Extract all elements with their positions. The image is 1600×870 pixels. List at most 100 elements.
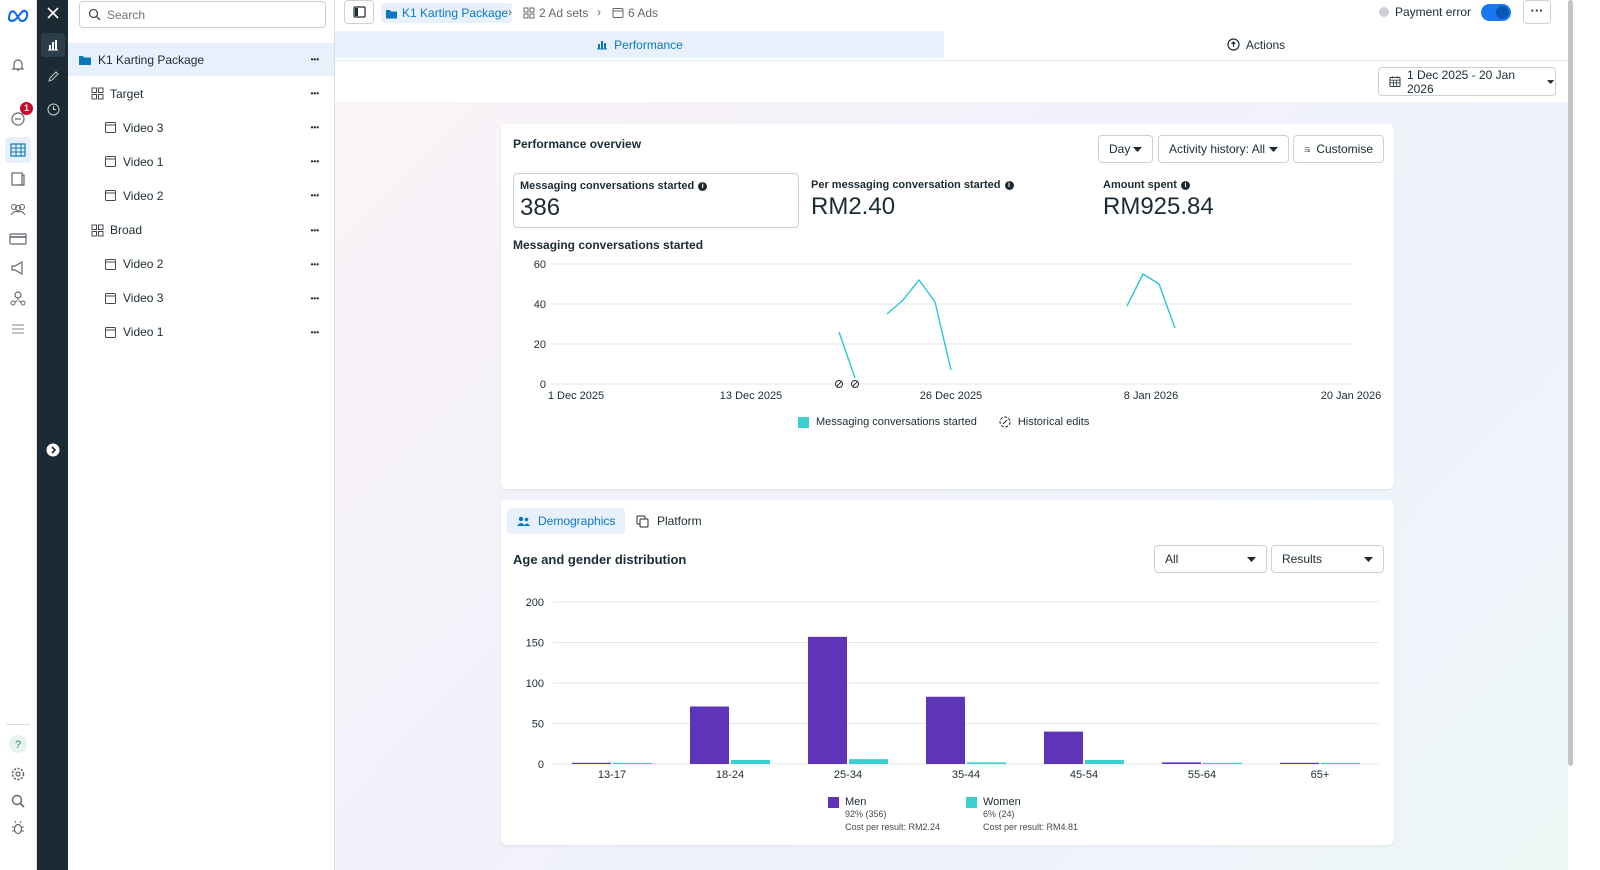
more-options-icon[interactable]: ••• [310, 157, 319, 167]
tree-item-ad[interactable]: Video 2 ••• [68, 179, 334, 212]
historical-edit-marker [851, 380, 859, 388]
x-tick-label: 13-17 [598, 769, 626, 781]
legend-historical-edits[interactable]: Historical edits [999, 416, 1089, 428]
legend-men[interactable]: Men 92% (356) Cost per result: RM2.24 [828, 796, 940, 834]
card-title: Performance overview [513, 137, 642, 151]
date-range-picker[interactable]: 1 Dec 2025 - 20 Jan 2026 [1378, 67, 1556, 96]
tree-item-campaign[interactable]: K1 Karting Package ••• [68, 43, 334, 76]
bar-men [690, 706, 729, 764]
more-options-icon[interactable]: ••• [310, 55, 319, 64]
more-options-button[interactable]: ··· [1523, 0, 1551, 24]
breadcrumb-campaign[interactable]: K1 Karting Package [381, 3, 513, 23]
tab-platform[interactable]: Platform [626, 508, 712, 534]
metric-card-amount-spent[interactable]: Amount spent i RM925.84 [1097, 173, 1383, 228]
more-options-icon[interactable]: ••• [310, 293, 319, 303]
y-tick-label: 150 [526, 638, 544, 650]
tab-demographics[interactable]: Demographics [507, 508, 626, 534]
metric-dropdown-value: Results [1282, 552, 1323, 566]
sidebar-toggle-icon [352, 6, 366, 18]
bar-women [1085, 759, 1124, 764]
breadcrumb-adsets[interactable]: 2 Ad sets [523, 3, 588, 23]
pages-icon[interactable] [5, 166, 31, 192]
more-options-icon[interactable]: ••• [310, 225, 319, 235]
scrollbar-thumb[interactable] [1568, 0, 1573, 766]
activity-history-dropdown[interactable]: Activity history: All [1158, 135, 1289, 163]
report-bug-icon[interactable] [5, 815, 31, 841]
view-tabs: Performance Actions [335, 28, 1568, 61]
tree-item-ad[interactable]: Video 2 ••• [68, 248, 334, 281]
info-icon[interactable]: i [698, 181, 708, 191]
tree-item-adset[interactable]: Broad ••• [68, 214, 334, 247]
legend-women[interactable]: Women 6% (24) Cost per result: RM4.81 [966, 796, 1078, 834]
breadcrumb-ads[interactable]: 6 Ads [612, 3, 658, 23]
y-tick-label: 50 [532, 719, 544, 731]
actions-icon [1227, 38, 1240, 51]
campaign-on-off-toggle[interactable] [1481, 4, 1511, 21]
date-range-label: 1 Dec 2025 - 20 Jan 2026 [1406, 67, 1516, 96]
expand-panel-icon[interactable] [41, 438, 65, 462]
bar-women [731, 759, 770, 764]
metric-card-conversations[interactable]: Messaging conversations started i 386 [513, 173, 799, 228]
info-icon[interactable]: i [1180, 180, 1190, 190]
tab-actions[interactable]: Actions [944, 31, 1568, 58]
demographic-filter-dropdown[interactable]: All [1154, 545, 1267, 573]
tree-item-label: K1 Karting Package [98, 52, 205, 67]
tree-item-ad[interactable]: Video 1 ••• [68, 145, 334, 178]
x-tick-label: 65+ [1311, 769, 1330, 781]
bar-chart: 0 50 100 150 200 13-17 18-24 25-34 35-44 45-54 55-… [526, 597, 1379, 781]
page-scrollbar[interactable] [1568, 0, 1600, 870]
customise-button[interactable]: Customise [1293, 135, 1384, 163]
granularity-dropdown[interactable]: Day [1098, 135, 1153, 163]
panel-toggle-button[interactable] [344, 0, 374, 24]
breadcrumb-adsets-label: 2 Ad sets [539, 6, 589, 20]
edit-icon[interactable] [41, 65, 65, 89]
meta-logo-icon[interactable] [5, 2, 31, 28]
ad-icon [103, 155, 117, 169]
metric-dropdown[interactable]: Results [1271, 545, 1384, 573]
demographic-filter-value: All [1165, 552, 1179, 566]
more-options-icon[interactable]: ••• [310, 327, 319, 337]
status-dot [1379, 7, 1389, 17]
notifications-icon[interactable] [5, 52, 31, 78]
help-icon[interactable]: ? [5, 731, 31, 757]
bar-women [1203, 762, 1242, 764]
tree-item-ad[interactable]: Video 3 ••• [68, 282, 334, 315]
y-tick-label: 20 [534, 339, 546, 351]
main-header: 1 Dec 2025 - 20 Jan 2026 [335, 62, 1568, 102]
metric-value: RM925.84 [1103, 193, 1214, 220]
y-tick-label: 100 [526, 678, 544, 690]
bar-men [1280, 762, 1319, 764]
legend-swatch [828, 797, 839, 808]
search-icon[interactable] [5, 788, 31, 814]
audiences-icon[interactable] [5, 196, 31, 222]
search-input[interactable] [107, 7, 307, 22]
ads-manager-icon[interactable] [5, 137, 31, 163]
history-icon[interactable] [41, 97, 65, 121]
metric-card-cost-per-conversation[interactable]: Per messaging conversation started i RM2.… [805, 173, 1091, 228]
tree-item-label: Target [110, 86, 144, 101]
business-settings-icon[interactable] [5, 285, 31, 311]
tree-item-ad[interactable]: Video 3 ••• [68, 111, 334, 144]
bar-women [967, 762, 1006, 764]
tab-performance[interactable]: Performance [335, 31, 944, 58]
more-options-icon[interactable]: ••• [310, 123, 319, 133]
metric-label: Per messaging conversation started [811, 179, 1001, 191]
more-options-icon[interactable]: ••• [310, 259, 319, 269]
performance-chart-icon[interactable] [41, 33, 65, 57]
tab-platform-label: Platform [657, 514, 702, 528]
menu-icon[interactable] [5, 316, 31, 342]
tree-item-ad[interactable]: Video 1 ••• [68, 316, 334, 349]
adset-grid-icon [523, 7, 535, 19]
legend-conversations[interactable]: Messaging conversations started [798, 416, 977, 428]
billing-icon[interactable] [5, 226, 31, 252]
search-box[interactable] [79, 1, 326, 28]
more-options-icon[interactable]: ••• [310, 191, 319, 201]
messages-icon[interactable]: 1 [5, 102, 33, 132]
tree-item-adset[interactable]: Target ••• [68, 77, 334, 110]
demographics-card: Demographics Platform Age and gender dis… [501, 500, 1394, 845]
info-icon[interactable]: i [1004, 180, 1014, 190]
campaigns-icon[interactable] [5, 255, 31, 281]
close-icon[interactable] [41, 1, 65, 25]
settings-icon[interactable] [5, 761, 31, 787]
more-options-icon[interactable]: ••• [310, 89, 319, 99]
